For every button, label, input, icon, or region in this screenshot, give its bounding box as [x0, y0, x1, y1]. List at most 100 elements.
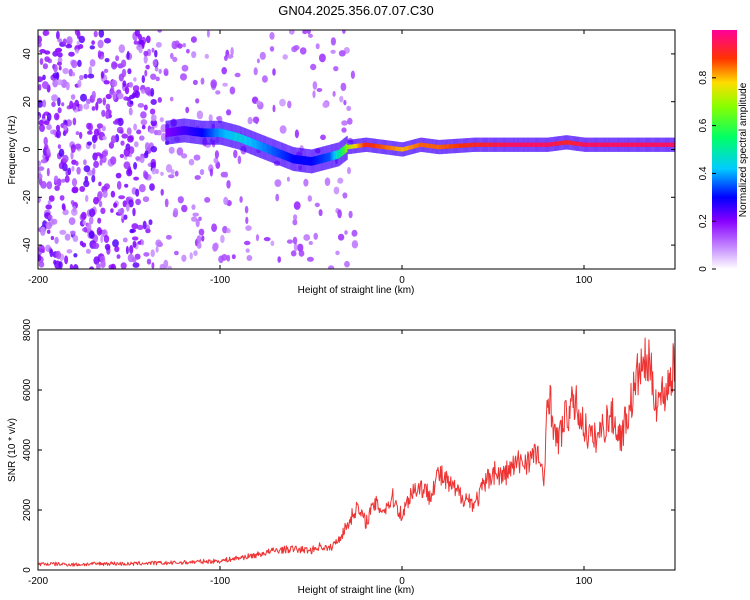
spectrogram-track-cell — [276, 148, 278, 157]
spectrogram-noise-cell — [46, 112, 52, 122]
spectrogram-track-cell — [392, 146, 394, 151]
spectrogram-track-cell — [494, 142, 497, 147]
spectrogram-track-cell — [609, 142, 611, 147]
spectrogram-track-cell — [433, 144, 436, 149]
spectrogram-track-cell — [533, 142, 535, 147]
spectrogram-track-cell — [366, 142, 368, 147]
spectrogram-track-cell — [212, 128, 215, 138]
spectrogram-noise-cell — [42, 63, 49, 70]
spectrogram-track-cell — [429, 143, 431, 149]
spectrogram-track-cell — [409, 145, 411, 150]
spectrogram-track-cell — [197, 127, 199, 137]
spectrogram-track-cell — [200, 128, 202, 137]
spectrogram-noise-cell — [293, 45, 300, 51]
spectrogram-noise-cell — [127, 135, 134, 143]
spectrogram-track-cell — [305, 156, 307, 165]
spectrogram-noise-cell — [117, 117, 124, 127]
spectrogram-noise-cell — [324, 177, 331, 186]
spectrogram-noise-cell — [138, 184, 146, 193]
spectrogram-noise-cell — [69, 230, 76, 235]
spectrogram-track-cell — [389, 145, 391, 150]
spectrogram-noise-cell — [67, 167, 72, 176]
spectrogram-track-cell — [506, 142, 509, 147]
spectrogram-track-cell — [514, 142, 517, 147]
spectrogram-noise-cell — [204, 197, 211, 203]
spectrogram-track-cell — [611, 142, 613, 147]
spectrogram-track-cell — [373, 143, 376, 148]
spectrogram-track-cell — [492, 142, 494, 147]
spectrogram-noise-cell — [287, 100, 292, 109]
spectrogram-noise-cell — [113, 202, 118, 208]
spectrogram-track-cell — [322, 154, 325, 163]
spectrogram-track-cell — [613, 142, 615, 147]
spectrogram-noise-cell — [98, 200, 103, 208]
spectrogram-noise-cell — [59, 229, 67, 235]
spectrogram-noise-cell — [68, 217, 76, 226]
spectrogram-track-cell — [437, 144, 439, 150]
spectrogram-track-cell — [460, 143, 462, 148]
spectrogram-noise-cell — [139, 135, 145, 141]
spectrogram-noise-cell — [83, 103, 90, 110]
spectrogram-noise-cell — [132, 85, 140, 92]
spectrogram-track-cell — [351, 144, 354, 149]
spectrogram-track-cell — [180, 126, 182, 136]
spectrogram-track-cell — [425, 143, 428, 148]
spectrogram-noise-cell — [62, 38, 67, 45]
spectrogram-track-cell — [586, 142, 589, 147]
spectrogram-noise-cell — [261, 75, 268, 83]
spectrogram-track-cell — [416, 143, 418, 148]
spectrogram-noise-cell — [293, 242, 298, 252]
spectrogram-track-cell — [186, 126, 188, 135]
spectrogram-track-cell — [566, 140, 569, 145]
spectrogram-track-cell — [233, 132, 236, 141]
spectrogram-track-cell — [583, 142, 585, 147]
spectrogram-noise-cell — [96, 97, 103, 104]
spectrogram-noise-cell — [221, 254, 228, 261]
spectrogram-noise-cell — [151, 262, 155, 269]
spectrogram-noise-cell — [93, 160, 99, 168]
spectrogram-noise-cell — [302, 30, 308, 35]
spectrogram-track-cell — [210, 128, 212, 138]
spectrogram-noise-cell — [62, 67, 69, 75]
spectrogram-noise-cell — [71, 186, 79, 194]
spectrogram-noise-cell — [68, 51, 75, 57]
spectrogram-track-cell — [549, 142, 551, 147]
spectrogram-noise-cell — [46, 124, 52, 131]
spectrogram-track-cell — [362, 142, 365, 148]
spectrogram-noise-cell — [160, 188, 164, 196]
spectrogram-noise-cell — [292, 219, 298, 226]
spectrogram-noise-cell — [156, 129, 162, 136]
spectrogram-track-cell — [369, 143, 371, 148]
spectrogram-noise-cell — [132, 240, 137, 248]
spectrogram-track-cell — [340, 148, 342, 158]
spectrogram-track-cell — [304, 156, 306, 165]
colorbar-tick-label: 0.8 — [698, 70, 709, 84]
spectrogram-noise-cell — [286, 176, 290, 182]
spectrogram-noise-cell — [143, 50, 149, 57]
spectrogram-track-cell — [545, 142, 548, 147]
spectrogram-track-cell — [381, 144, 383, 149]
spectrogram-noise-cell — [48, 195, 55, 202]
spectrogram-noise-cell — [155, 76, 160, 82]
spectrogram-noise-cell — [126, 203, 130, 212]
spectrogram-track-cell — [417, 143, 419, 148]
spectrogram-track-cell — [320, 154, 322, 164]
spectrogram-x-tick-label: -100 — [210, 275, 230, 286]
spectrogram-track-cell — [574, 141, 577, 146]
spectrogram-noise-cell — [97, 39, 104, 49]
spectrogram-track-cell — [311, 156, 314, 166]
spectrogram-noise-cell — [222, 82, 228, 87]
spectrogram-noise-cell — [144, 69, 148, 77]
spectrogram-track-cell — [258, 141, 260, 150]
spectrogram-track-cell — [588, 142, 590, 147]
spectrogram-track-cell — [512, 142, 514, 147]
spectrogram-track-cell — [284, 151, 286, 161]
spectrogram-track-cell — [640, 142, 642, 147]
spectrogram-track-cell — [529, 142, 531, 147]
spectrogram-track-cell — [349, 144, 351, 149]
spectrogram-noise-cell — [40, 226, 46, 235]
spectrogram-track-cell — [520, 142, 522, 147]
spectrogram-noise-cell — [200, 77, 205, 85]
spectrogram-noise-cell — [95, 101, 99, 111]
spectrogram-track-cell — [272, 146, 275, 156]
